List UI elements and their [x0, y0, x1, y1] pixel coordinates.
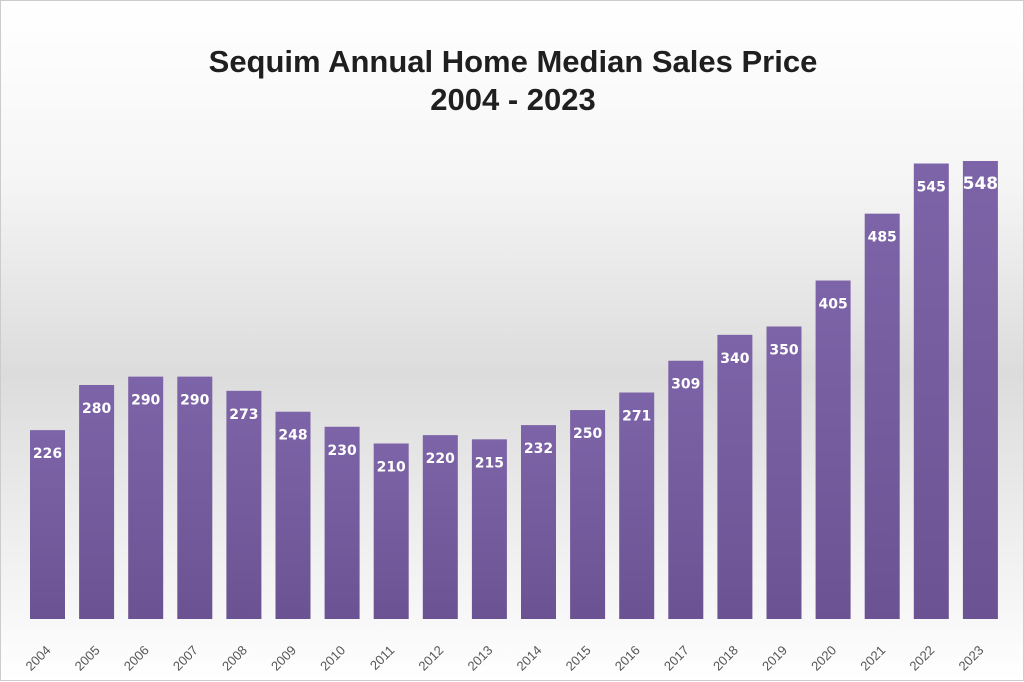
x-tick-label-2013: 2013 — [464, 643, 495, 674]
bar-2006 — [128, 376, 164, 619]
bar-2011 — [373, 443, 409, 619]
bar-2018 — [717, 334, 753, 619]
bar-2020 — [815, 280, 851, 619]
bar-2022 — [913, 163, 949, 619]
x-tick-label-2021: 2021 — [857, 643, 888, 674]
data-label-2008: 273 — [229, 407, 258, 423]
bar-2017 — [668, 360, 704, 619]
bar-2007 — [177, 376, 213, 619]
bar-2023 — [962, 161, 998, 619]
bar-2015 — [570, 410, 606, 619]
data-label-2015: 250 — [573, 426, 602, 442]
bar-2013 — [471, 439, 507, 619]
x-tick-label-2015: 2015 — [563, 643, 594, 674]
bar-2005 — [79, 384, 115, 619]
data-label-2005: 280 — [82, 401, 111, 417]
data-label-2017: 309 — [671, 377, 700, 393]
x-tick-label-2011: 2011 — [367, 643, 397, 673]
x-tick-label-2023: 2023 — [955, 643, 986, 674]
data-label-2021: 485 — [868, 230, 897, 246]
bar-2004 — [30, 430, 65, 619]
x-tick-label-2004: 2004 — [23, 643, 54, 674]
data-label-2010: 230 — [327, 443, 356, 459]
data-label-2012: 220 — [426, 451, 455, 467]
bar-2009 — [275, 411, 311, 619]
data-label-2006: 290 — [131, 393, 160, 409]
chart-subtitle: 2004 - 2023 — [430, 82, 596, 117]
bar-2014 — [521, 425, 556, 619]
data-label-2023: 548 — [963, 174, 999, 194]
x-tick-label-2012: 2012 — [415, 643, 446, 674]
bar-2008 — [226, 390, 262, 619]
bar-2012 — [422, 435, 458, 619]
x-tick-label-2019: 2019 — [759, 643, 790, 674]
x-tick-label-2008: 2008 — [219, 643, 250, 674]
x-tick-label-2009: 2009 — [268, 643, 299, 674]
bar-2016 — [619, 392, 655, 619]
x-tick-label-2006: 2006 — [121, 643, 152, 674]
x-tick-label-2010: 2010 — [317, 643, 348, 674]
data-label-2013: 215 — [475, 455, 504, 471]
x-tick-label-2020: 2020 — [808, 643, 839, 674]
x-tick-label-2005: 2005 — [72, 643, 103, 674]
chart-title: Sequim Annual Home Median Sales Price 20… — [1, 43, 1024, 119]
bar-2021 — [864, 213, 900, 619]
bar-2019 — [766, 326, 802, 619]
x-tick-label-2016: 2016 — [612, 643, 643, 674]
chart-title-line1: Sequim Annual Home Median Sales Price — [208, 44, 818, 79]
data-label-2018: 340 — [720, 351, 749, 367]
x-tick-label-2017: 2017 — [661, 643, 692, 674]
x-tick-label-2018: 2018 — [710, 643, 741, 674]
x-tick-label-2007: 2007 — [170, 643, 201, 674]
x-tick-label-2022: 2022 — [906, 643, 937, 674]
data-label-2020: 405 — [818, 297, 847, 313]
data-label-2011: 210 — [377, 459, 406, 475]
data-label-2007: 290 — [180, 393, 209, 409]
data-label-2009: 248 — [278, 428, 307, 444]
bar-2010 — [324, 426, 360, 619]
data-label-2019: 350 — [769, 342, 798, 358]
x-tick-label-2014: 2014 — [514, 643, 545, 674]
data-label-2014: 232 — [524, 441, 553, 457]
data-label-2022: 545 — [917, 180, 946, 196]
data-label-2016: 271 — [622, 409, 651, 425]
data-label-2004: 226 — [33, 446, 62, 462]
